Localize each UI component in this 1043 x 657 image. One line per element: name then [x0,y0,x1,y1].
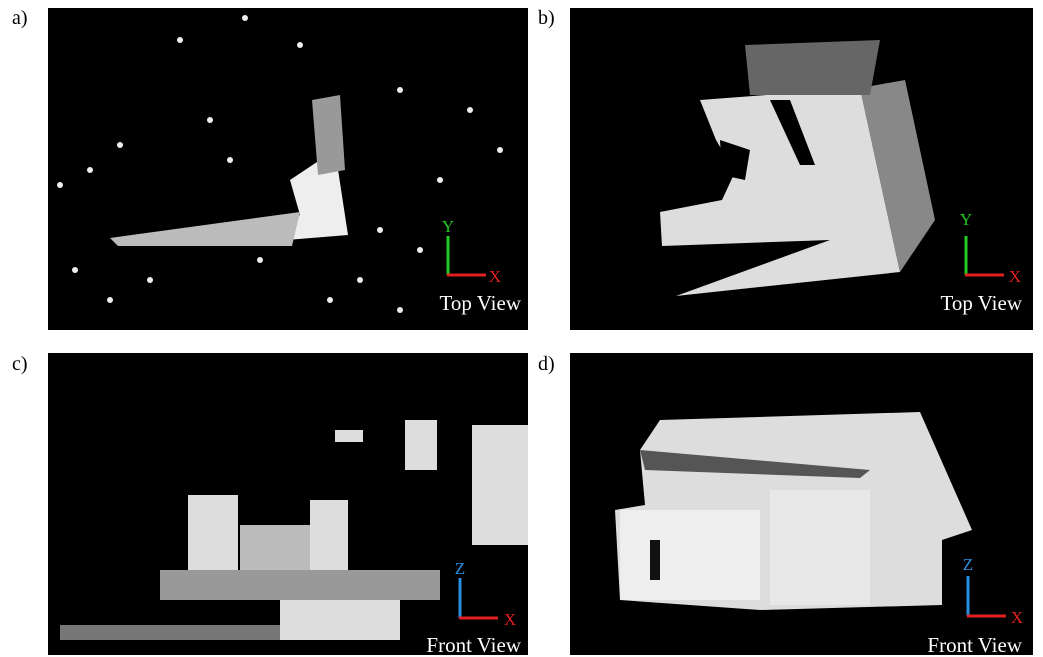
panel-label: b) [538,7,555,29]
axis-label: Z [963,555,973,574]
panel-c [48,353,528,655]
image [48,8,528,330]
axis-label: X [1009,267,1021,286]
axis-label: Z [455,559,465,578]
view-caption: Front View [426,633,521,657]
panel-label: c) [12,353,28,375]
axis-label: Y [442,217,454,236]
axis-label: Y [960,210,972,229]
view-caption: Top View [941,291,1023,315]
panel-d [570,353,1033,655]
point-cloud [615,412,972,610]
view-caption: Top View [440,291,522,315]
axis-label: X [1011,608,1023,627]
panel-label: d) [538,353,555,375]
panel-b [570,8,1033,330]
panel-label: a) [12,7,28,29]
axis-label: X [504,610,516,629]
axis-label: X [489,267,501,286]
panel-a [48,8,528,330]
figure: a) b) c) d) Top View Top View Front View… [0,0,1043,657]
view-caption: Front View [927,633,1022,657]
